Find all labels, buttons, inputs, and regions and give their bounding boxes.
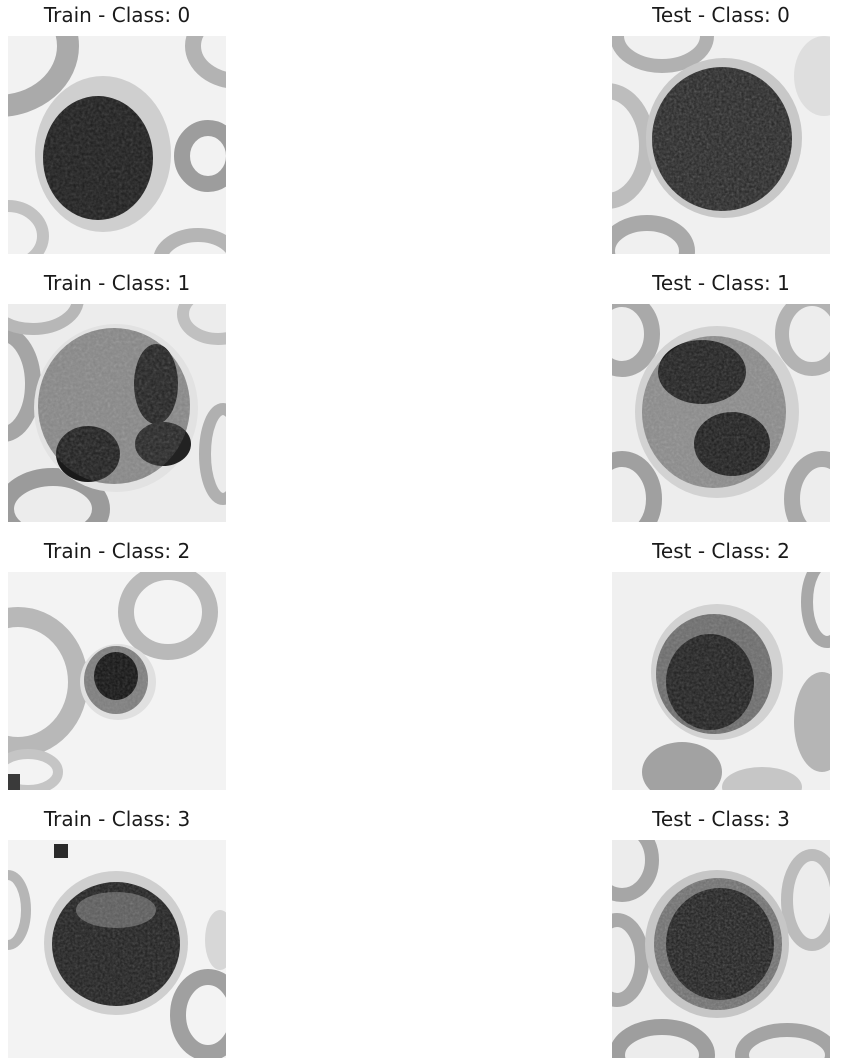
blood-cell-image	[612, 304, 830, 522]
blood-cell-image	[8, 36, 226, 254]
blood-cell-image	[8, 304, 226, 522]
panel-title: Train - Class: 3	[8, 804, 226, 834]
panel-title: Test - Class: 3	[612, 804, 830, 834]
blood-cell-image	[612, 36, 830, 254]
blood-cell-image	[612, 840, 830, 1058]
panel-title: Train - Class: 1	[8, 268, 226, 298]
blood-cell-image	[612, 572, 830, 790]
blood-cell-image	[8, 572, 226, 790]
panel-title: Train - Class: 0	[8, 0, 226, 30]
panel-title: Test - Class: 0	[612, 0, 830, 30]
panel-title: Test - Class: 1	[612, 268, 830, 298]
panel-title: Test - Class: 2	[612, 536, 830, 566]
panel-title: Train - Class: 2	[8, 536, 226, 566]
blood-cell-image	[8, 840, 226, 1058]
